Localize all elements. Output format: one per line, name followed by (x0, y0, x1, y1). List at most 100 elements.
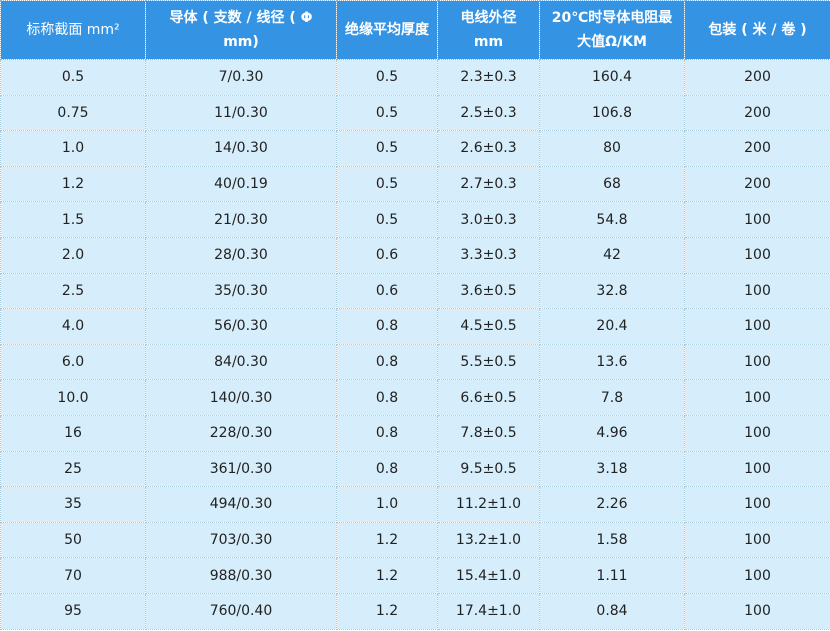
table-cell: 2.7±0.3 (437, 165, 540, 203)
table-cell: 3.3±0.3 (437, 236, 540, 274)
header-cell: 包装 ( 米 / 卷 ) (684, 0, 830, 60)
header-cell: 20℃时导体电阻最大值Ω/KM (539, 0, 685, 60)
table-cell: 2.5 (0, 272, 146, 310)
table-cell: 100 (684, 343, 830, 381)
table-cell: 1.58 (539, 521, 685, 559)
table-cell: 3.18 (539, 450, 685, 488)
table-row: 10.0 140/0.30 0.8 6.6±0.5 7.8 100 (0, 379, 830, 416)
table-cell: 100 (684, 272, 830, 310)
table-cell: 56/0.30 (145, 308, 337, 345)
table-row: 70 988/0.30 1.2 15.4±1.0 1.11 100 (0, 557, 830, 594)
table-cell: 106.8 (539, 94, 685, 132)
table-cell: 4.5±0.5 (437, 308, 540, 345)
table-cell: 100 (684, 521, 830, 559)
table-row: 1.5 21/0.30 0.5 3.0±0.3 54.8 100 (0, 201, 830, 238)
table-cell: 10.0 (0, 379, 146, 416)
table-cell: 28/0.30 (145, 236, 337, 274)
table-cell: 100 (684, 557, 830, 594)
table-cell: 16 (0, 414, 146, 452)
table-cell: 100 (684, 450, 830, 488)
table-cell: 54.8 (539, 201, 685, 238)
table-row: 50 703/0.30 1.2 13.2±1.0 1.58 100 (0, 521, 830, 559)
table-cell: 13.6 (539, 343, 685, 381)
table-cell: 0.5 (336, 59, 438, 96)
table-row: 0.5 7/0.30 0.5 2.3±0.3 160.4 200 (0, 59, 830, 96)
table-cell: 2.3±0.3 (437, 59, 540, 96)
table-cell: 3.6±0.5 (437, 272, 540, 310)
header-row: 标称截面 mm² 导体 ( 支数 / 线径 ( Φ mm) 绝缘平均厚度 电线外径 m… (0, 0, 830, 60)
table-cell: 100 (684, 414, 830, 452)
table-cell: 988/0.30 (145, 557, 337, 594)
table-cell: 0.8 (336, 414, 438, 452)
table-cell: 7/0.30 (145, 59, 337, 96)
table-cell: 494/0.30 (145, 486, 337, 523)
table-cell: 5.5±0.5 (437, 343, 540, 381)
table-cell: 11/0.30 (145, 94, 337, 132)
table-cell: 1.5 (0, 201, 146, 238)
table-cell: 1.11 (539, 557, 685, 594)
table-cell: 6.0 (0, 343, 146, 381)
table-row: 1.0 14/0.30 0.5 2.6±0.3 80 200 (0, 130, 830, 167)
table-row: 16 228/0.30 0.8 7.8±0.5 4.96 100 (0, 414, 830, 452)
header-cell: 电线外径 mm (437, 0, 540, 60)
table-cell: 0.8 (336, 308, 438, 345)
table-cell: 25 (0, 450, 146, 488)
table-cell: 50 (0, 521, 146, 559)
table-cell: 35/0.30 (145, 272, 337, 310)
table-cell: 1.0 (0, 130, 146, 167)
header-cell: 标称截面 mm² (0, 0, 146, 60)
table-cell: 13.2±1.0 (437, 521, 540, 559)
table-cell: 361/0.30 (145, 450, 337, 488)
table-cell: 0.6 (336, 236, 438, 274)
table-cell: 200 (684, 130, 830, 167)
table-cell: 6.6±0.5 (437, 379, 540, 416)
table-cell: 1.0 (336, 486, 438, 523)
table-cell: 200 (684, 165, 830, 203)
table-cell: 0.8 (336, 343, 438, 381)
table-row: 35 494/0.30 1.0 11.2±1.0 2.26 100 (0, 486, 830, 523)
table-cell: 9.5±0.5 (437, 450, 540, 488)
header-cell: 绝缘平均厚度 (336, 0, 438, 60)
table-cell: 7.8±0.5 (437, 414, 540, 452)
table-cell: 1.2 (336, 521, 438, 559)
table-row: 2.5 35/0.30 0.6 3.6±0.5 32.8 100 (0, 272, 830, 310)
table-cell: 84/0.30 (145, 343, 337, 381)
table-cell: 32.8 (539, 272, 685, 310)
table-cell: 3.0±0.3 (437, 201, 540, 238)
table-cell: 2.6±0.3 (437, 130, 540, 167)
table-cell: 100 (684, 236, 830, 274)
table-cell: 0.84 (539, 592, 685, 630)
table-cell: 1.2 (0, 165, 146, 203)
table-cell: 0.6 (336, 272, 438, 310)
table-cell: 0.5 (0, 59, 146, 96)
table-cell: 70 (0, 557, 146, 594)
table-row: 0.75 11/0.30 0.5 2.5±0.3 106.8 200 (0, 94, 830, 132)
table-cell: 95 (0, 592, 146, 630)
table-cell: 100 (684, 592, 830, 630)
table-cell: 703/0.30 (145, 521, 337, 559)
table-cell: 228/0.30 (145, 414, 337, 452)
table-cell: 100 (684, 308, 830, 345)
table-cell: 2.26 (539, 486, 685, 523)
table-cell: 140/0.30 (145, 379, 337, 416)
header-cell: 导体 ( 支数 / 线径 ( Φ mm) (145, 0, 337, 60)
table-cell: 0.8 (336, 379, 438, 416)
table-cell: 68 (539, 165, 685, 203)
table-cell: 14/0.30 (145, 130, 337, 167)
table-row: 6.0 84/0.30 0.8 5.5±0.5 13.6 100 (0, 343, 830, 381)
table-cell: 760/0.40 (145, 592, 337, 630)
table-cell: 20.4 (539, 308, 685, 345)
table-cell: 0.5 (336, 201, 438, 238)
table-row: 4.0 56/0.30 0.8 4.5±0.5 20.4 100 (0, 308, 830, 345)
table-row: 95 760/0.40 1.2 17.4±1.0 0.84 100 (0, 592, 830, 630)
table-cell: 80 (539, 130, 685, 167)
table-cell: 0.5 (336, 130, 438, 167)
table-cell: 2.0 (0, 236, 146, 274)
table-cell: 21/0.30 (145, 201, 337, 238)
table-cell: 0.75 (0, 94, 146, 132)
table-cell: 15.4±1.0 (437, 557, 540, 594)
table-cell: 0.5 (336, 165, 438, 203)
table-row: 1.2 40/0.19 0.5 2.7±0.3 68 200 (0, 165, 830, 203)
table-cell: 40/0.19 (145, 165, 337, 203)
